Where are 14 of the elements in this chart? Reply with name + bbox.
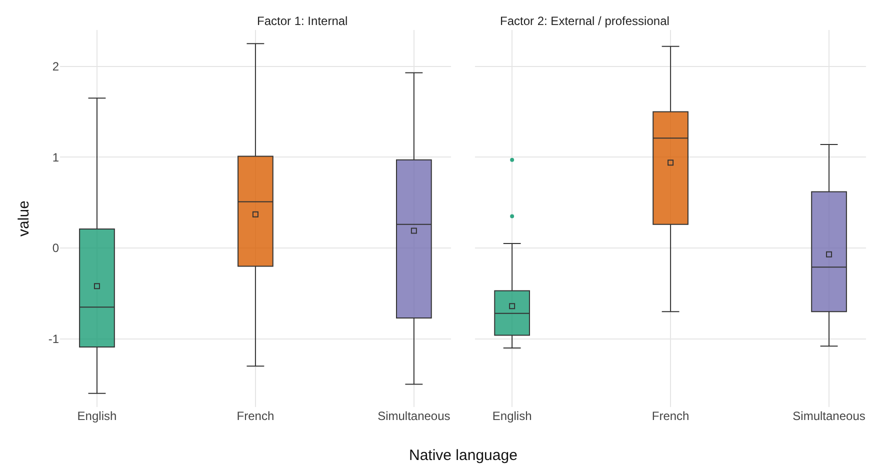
x-tick-label: Simultaneous xyxy=(792,409,866,423)
x-tick-label: French xyxy=(652,409,690,423)
y-tick-label: 0 xyxy=(52,241,60,256)
x-tick-label: English xyxy=(77,409,117,423)
chart-title: Factor 2: External / professional xyxy=(500,14,670,28)
y-tick-label: 1 xyxy=(52,150,60,164)
y-tick-label: 2 xyxy=(52,60,60,74)
y-tick-label: -1 xyxy=(48,332,60,346)
x-tick-label: English xyxy=(492,409,532,423)
chart-title: Factor 1: Internal xyxy=(257,14,348,28)
x-tick-label: French xyxy=(236,409,274,423)
x-axis-title: Native language xyxy=(409,447,518,464)
x-tick-label: Simultaneous xyxy=(378,409,450,423)
y-axis-title: value xyxy=(16,200,33,236)
